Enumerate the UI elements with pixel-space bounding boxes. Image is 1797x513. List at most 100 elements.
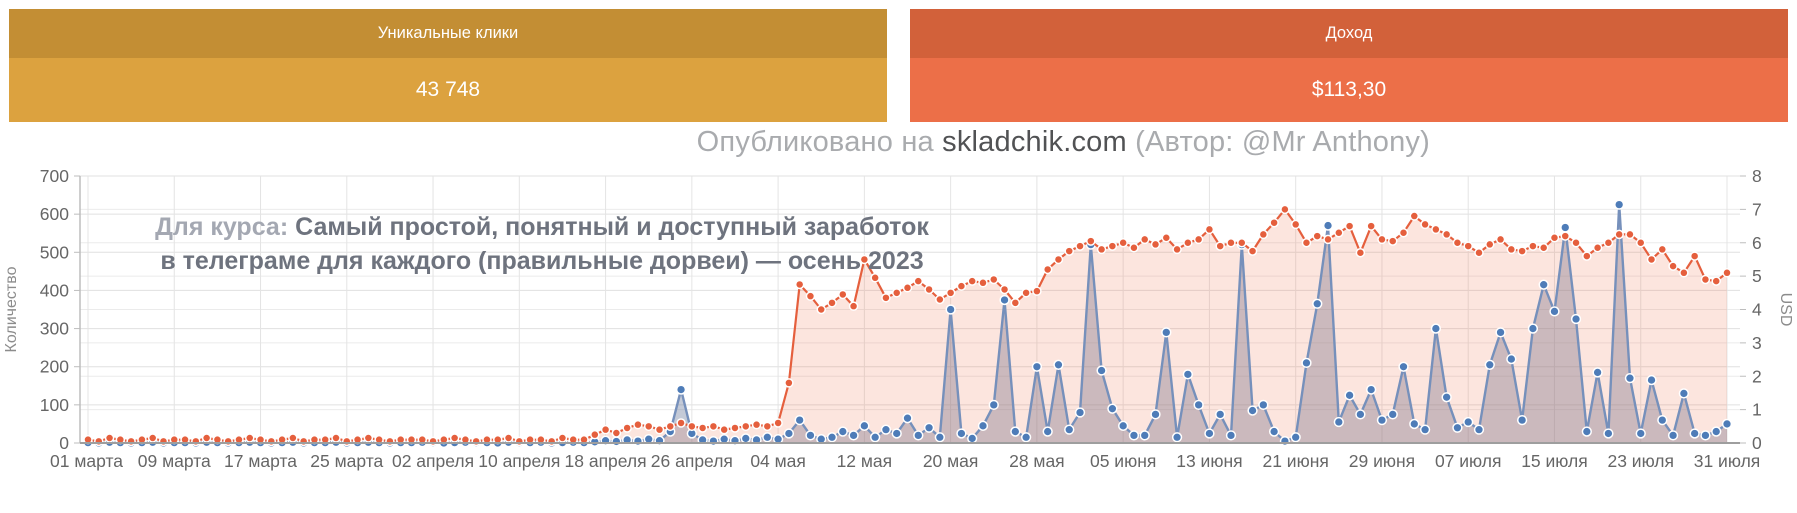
clicks-point[interactable] <box>1020 432 1032 443</box>
income-point[interactable] <box>1646 254 1657 265</box>
clicks-point[interactable] <box>1096 365 1107 376</box>
income-point[interactable] <box>1506 244 1517 255</box>
income-point[interactable] <box>1398 227 1409 238</box>
income-point[interactable] <box>147 433 158 443</box>
clicks-point[interactable] <box>977 420 989 431</box>
clicks-point[interactable] <box>1581 426 1592 437</box>
clicks-point[interactable] <box>1355 409 1366 420</box>
income-point[interactable] <box>848 301 859 311</box>
clicks-point[interactable] <box>611 436 622 447</box>
income-point[interactable] <box>1711 276 1721 286</box>
income-point[interactable] <box>1431 224 1441 235</box>
income-point[interactable] <box>1528 241 1538 251</box>
income-point[interactable] <box>1560 231 1571 241</box>
income-point[interactable] <box>924 284 934 295</box>
clicks-point[interactable] <box>1570 313 1582 325</box>
income-point[interactable] <box>288 433 298 443</box>
income-point[interactable] <box>1280 204 1290 215</box>
income-point[interactable] <box>913 276 924 286</box>
income-point[interactable] <box>191 436 201 447</box>
income-point[interactable] <box>1301 238 1312 248</box>
clicks-point[interactable] <box>1603 428 1614 439</box>
income-point[interactable] <box>1193 234 1204 245</box>
income-point[interactable] <box>870 273 880 283</box>
income-point[interactable] <box>1625 229 1635 240</box>
income-point[interactable] <box>1689 251 1700 261</box>
clicks-point[interactable] <box>1074 407 1086 418</box>
clicks-point[interactable] <box>1182 369 1194 380</box>
income-point[interactable] <box>687 421 697 432</box>
clicks-point[interactable] <box>1711 426 1722 437</box>
income-point[interactable] <box>1032 286 1042 296</box>
clicks-point[interactable] <box>902 413 913 424</box>
income-point[interactable] <box>1344 221 1355 231</box>
income-point[interactable] <box>1118 238 1128 248</box>
income-point[interactable] <box>1409 211 1420 221</box>
clicks-point[interactable] <box>1419 424 1431 435</box>
income-point[interactable] <box>1042 264 1053 275</box>
income-point[interactable] <box>1075 241 1085 251</box>
clicks-point[interactable] <box>1516 414 1528 426</box>
income-point[interactable] <box>385 436 395 447</box>
income-point[interactable] <box>1139 234 1150 245</box>
income-point[interactable] <box>428 436 438 447</box>
income-point[interactable] <box>1086 236 1096 246</box>
income-point[interactable] <box>1053 254 1064 265</box>
income-point[interactable] <box>999 284 1010 295</box>
clicks-point[interactable] <box>967 433 978 444</box>
income-point[interactable] <box>794 279 805 290</box>
income-point[interactable] <box>1129 243 1139 253</box>
income-point[interactable] <box>881 293 891 303</box>
clicks-point[interactable] <box>1452 422 1463 433</box>
income-point[interactable] <box>827 298 837 308</box>
income-point[interactable] <box>1549 232 1560 243</box>
income-point[interactable] <box>741 421 751 432</box>
income-point[interactable] <box>1366 221 1376 231</box>
clicks-point[interactable] <box>891 428 902 439</box>
income-point[interactable] <box>104 433 115 443</box>
income-point[interactable] <box>816 304 826 315</box>
clicks-point[interactable] <box>1301 357 1312 369</box>
income-point[interactable] <box>449 433 460 443</box>
clicks-point[interactable] <box>1258 399 1269 411</box>
clicks-point[interactable] <box>1107 403 1118 414</box>
clicks-point[interactable] <box>1193 399 1204 411</box>
income-point[interactable] <box>1474 248 1484 258</box>
income-point[interactable] <box>967 276 977 286</box>
income-point[interactable] <box>1096 244 1107 255</box>
income-point[interactable] <box>1495 234 1506 245</box>
clicks-point[interactable] <box>1473 424 1485 435</box>
income-point[interactable] <box>126 436 136 447</box>
income-point[interactable] <box>158 436 169 447</box>
income-point[interactable] <box>1614 229 1624 240</box>
clicks-point[interactable] <box>859 420 870 431</box>
income-point[interactable] <box>622 423 632 433</box>
income-point[interactable] <box>1571 238 1581 248</box>
clicks-point[interactable] <box>1689 428 1700 439</box>
clicks-point[interactable] <box>783 428 795 439</box>
clicks-point[interactable] <box>913 430 924 441</box>
income-point[interactable] <box>1582 251 1592 261</box>
clicks-point[interactable] <box>1128 430 1140 441</box>
clicks-point[interactable] <box>837 426 848 437</box>
clicks-point[interactable] <box>1171 432 1183 443</box>
clicks-point[interactable] <box>632 435 644 447</box>
clicks-point[interactable] <box>1484 359 1495 370</box>
clicks-point[interactable] <box>1667 430 1679 441</box>
income-point[interactable] <box>266 436 277 447</box>
income-point[interactable] <box>1679 268 1689 278</box>
clicks-point[interactable] <box>1592 367 1603 378</box>
clicks-point[interactable] <box>1333 416 1344 428</box>
clicks-point[interactable] <box>1118 420 1129 431</box>
clicks-point[interactable] <box>1624 373 1636 384</box>
income-point[interactable] <box>94 436 104 447</box>
clicks-point[interactable] <box>1527 323 1539 334</box>
income-point[interactable] <box>1312 231 1322 241</box>
clicks-point[interactable] <box>1614 199 1625 210</box>
income-point[interactable] <box>1021 288 1031 298</box>
income-point[interactable] <box>1635 238 1646 248</box>
income-point[interactable] <box>1010 298 1021 308</box>
income-point[interactable] <box>978 278 988 288</box>
income-point[interactable] <box>1485 239 1495 250</box>
clicks-point[interactable] <box>1247 405 1258 416</box>
